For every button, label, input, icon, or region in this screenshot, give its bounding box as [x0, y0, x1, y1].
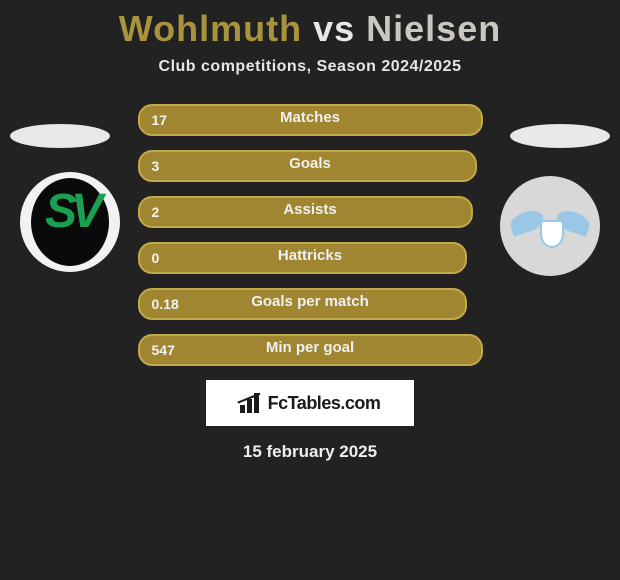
stat-row: 2 Assists	[138, 196, 483, 228]
stat-value-left: 2	[140, 198, 160, 226]
stat-bar-left: 0.18	[138, 288, 467, 320]
branding-text: FcTables.com	[268, 393, 381, 414]
stat-bar-left: 17	[138, 104, 483, 136]
branding-badge: FcTables.com	[206, 380, 414, 426]
stat-value-left: 0.18	[140, 290, 179, 318]
stat-row: 17 Matches	[138, 104, 483, 136]
stat-value-left: 17	[140, 106, 168, 134]
bar-chart-icon	[240, 393, 262, 413]
stat-bar-left: 547	[138, 334, 483, 366]
page-title: Wohlmuth vs Nielsen	[0, 0, 620, 52]
stat-value-left: 0	[140, 244, 160, 272]
stats-area: 17 Matches 3 Goals 2 Assists 0 Hattricks…	[0, 104, 620, 366]
stat-row: 547 Min per goal	[138, 334, 483, 366]
title-player2: Nielsen	[366, 8, 501, 49]
stat-row: 0.18 Goals per match	[138, 288, 483, 320]
stat-bar-left: 3	[138, 150, 477, 182]
stat-row: 0 Hattricks	[138, 242, 483, 274]
comparison-card: Wohlmuth vs Nielsen Club competitions, S…	[0, 0, 620, 580]
stat-bar-left: 2	[138, 196, 473, 228]
stat-bar-left: 0	[138, 242, 467, 274]
subtitle: Club competitions, Season 2024/2025	[0, 58, 620, 76]
stat-value-left: 3	[140, 152, 160, 180]
stat-row: 3 Goals	[138, 150, 483, 182]
title-player1: Wohlmuth	[119, 8, 302, 49]
footer-date: 15 february 2025	[0, 442, 620, 462]
title-vs: vs	[313, 8, 355, 49]
stat-value-left: 547	[140, 336, 175, 364]
